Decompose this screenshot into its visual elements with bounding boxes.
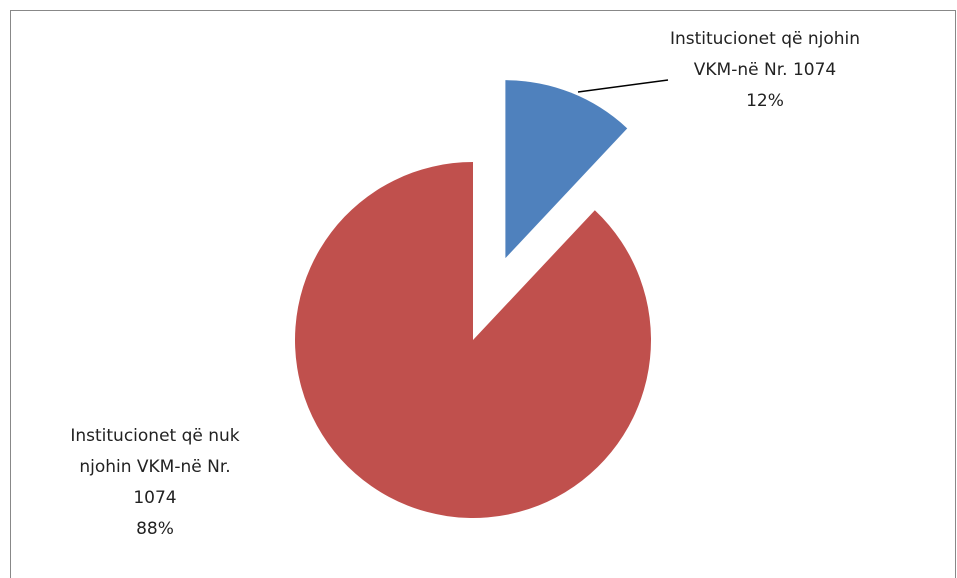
slice-label-text: Institucionet që njohin VKM-në Nr. 1074 1… <box>665 24 865 117</box>
slice-label: Institucionet që njohin VKM-në Nr. 1074 1… <box>665 24 865 117</box>
value-label: 88% <box>136 519 174 539</box>
value-label: 12% <box>746 91 784 111</box>
leader-line <box>577 79 669 93</box>
pie-slice <box>505 80 628 259</box>
slice-label: Institucionet që nuk njohin VKM-në Nr. 1… <box>65 421 245 545</box>
category-label: Institucionet që njohin VKM-në Nr. 1074 <box>669 29 861 80</box>
pie-slice <box>295 162 652 518</box>
category-label: Institucionet që nuk njohin VKM-në Nr. 1… <box>70 426 240 508</box>
slice-label-text: Institucionet që nuk njohin VKM-në Nr. 1… <box>65 421 245 545</box>
